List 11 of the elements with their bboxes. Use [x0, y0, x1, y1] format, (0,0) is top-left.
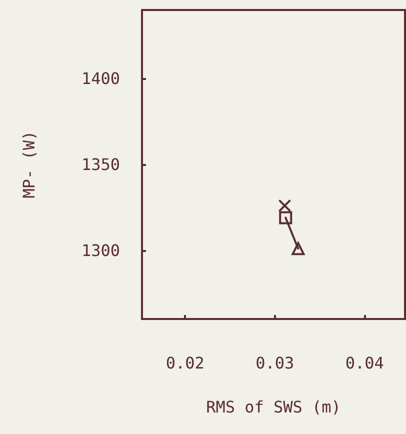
point — [278, 199, 292, 212]
y-tick-label: 1300 — [81, 240, 120, 260]
x-tick-label: 0.04 — [345, 354, 384, 372]
y-tick-label: 1350 — [81, 155, 120, 174]
y-tick-label: 1400 — [81, 69, 120, 88]
x-tick-label: 0.03 — [256, 354, 294, 372]
x-tick-label: 0.02 — [166, 354, 204, 372]
point — [292, 242, 305, 256]
x-axis-title: RMS of SWS (m) — [206, 398, 341, 416]
point — [279, 211, 292, 224]
y-axis-title: MP- (W) — [20, 130, 38, 198]
